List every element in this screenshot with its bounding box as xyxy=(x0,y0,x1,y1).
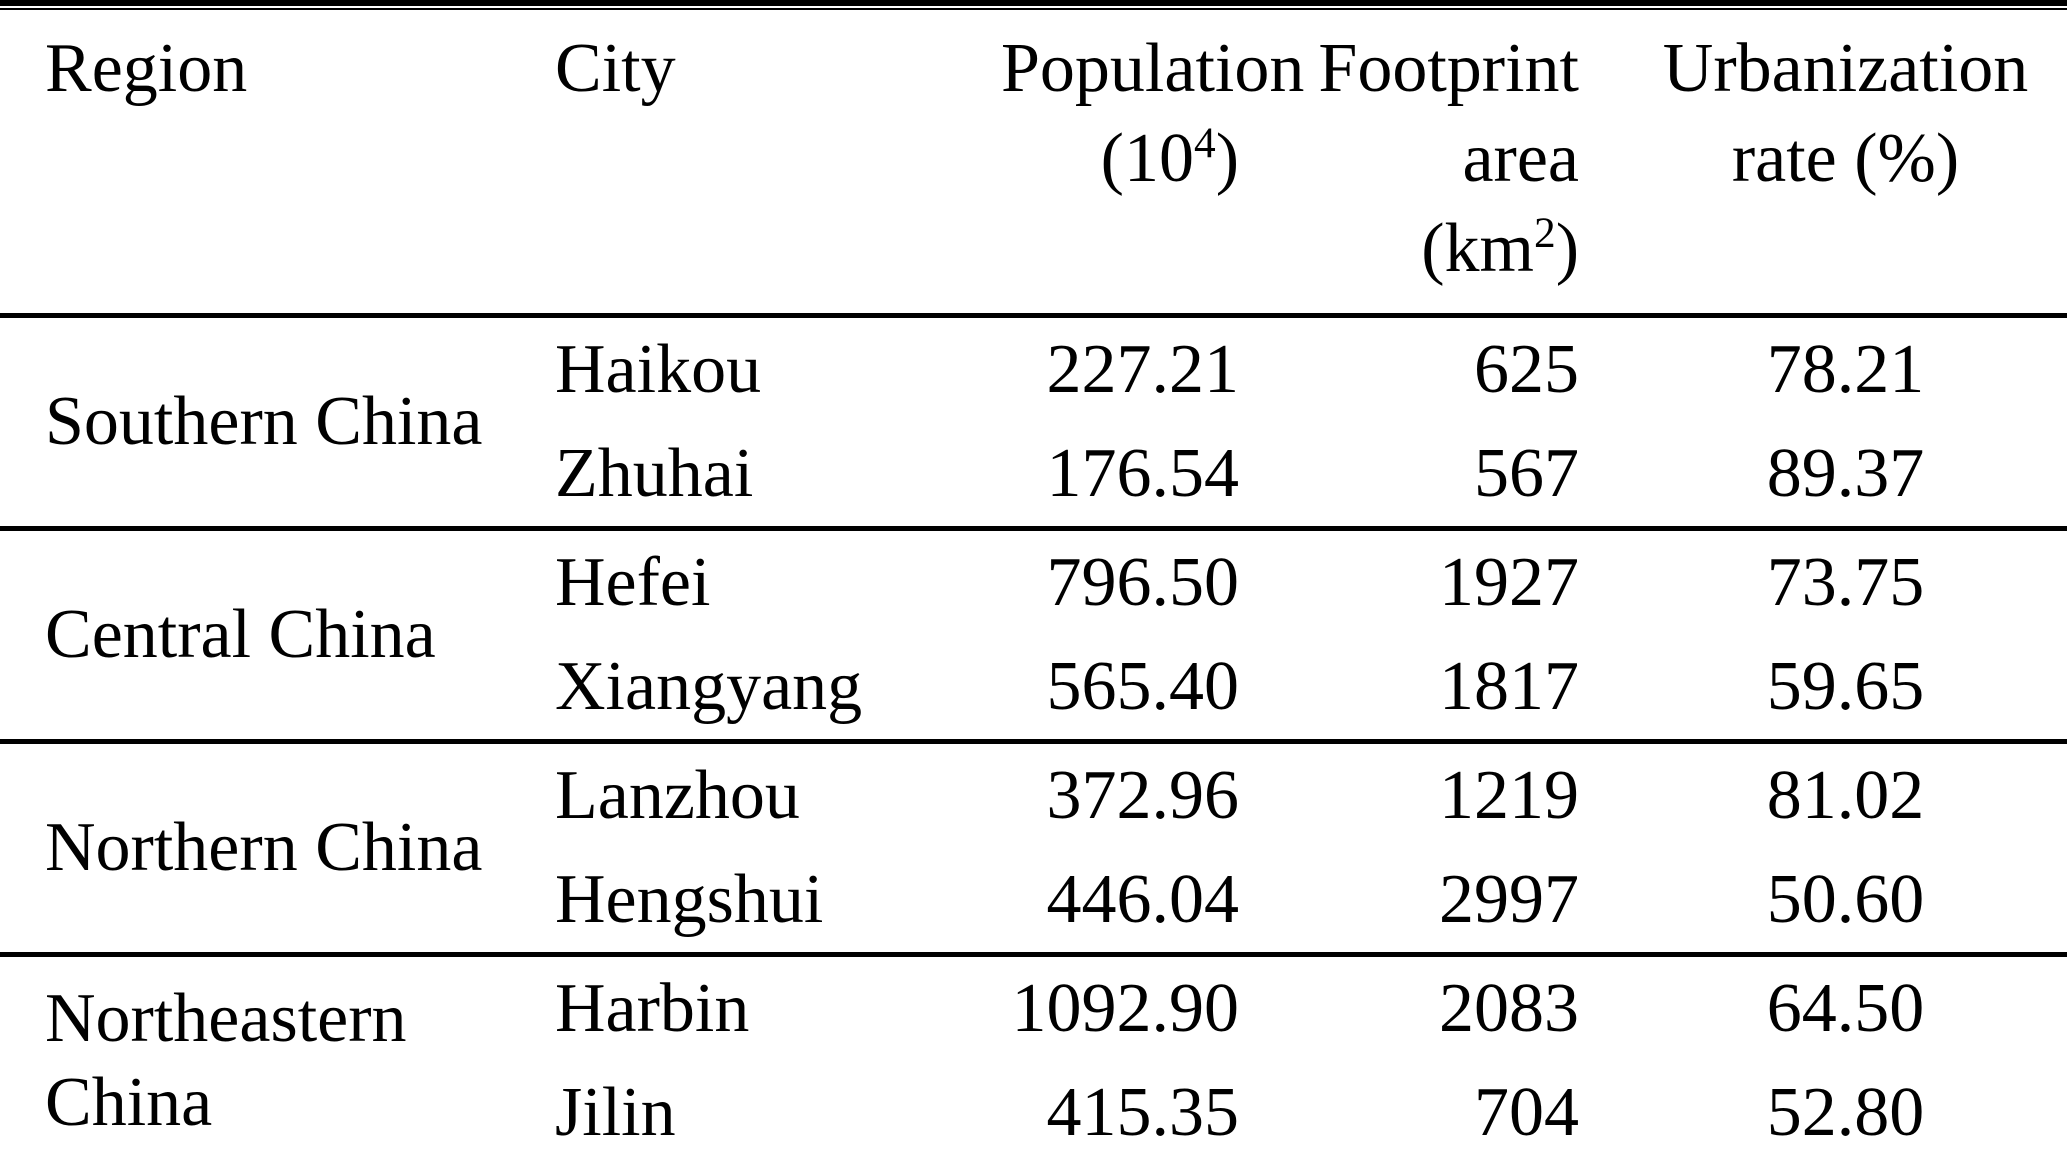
header-population-unit: (104) xyxy=(1001,114,1239,204)
population-cell: 796.50 xyxy=(1000,526,1245,635)
city-cell: Lanzhou xyxy=(510,739,1000,848)
urbanization-cell: 89.37 xyxy=(1766,435,1925,512)
table-row: Central China Hefei 796.50 1927 73.75 xyxy=(0,526,2067,742)
footprint-unit-open: (km xyxy=(1421,210,1534,287)
region-cell: Southern China xyxy=(45,383,483,460)
population-cell: 565.40 xyxy=(1046,648,1240,725)
footprint-unit-superscript: 2 xyxy=(1533,209,1556,258)
table-row: Northeastern China Harbin 1092.90 2083 6… xyxy=(0,952,2067,1152)
header-footprint-label: Footprint xyxy=(1318,30,1579,107)
city-cell: Zhuhai xyxy=(555,435,754,512)
header-region-label: Region xyxy=(45,30,248,107)
city-cell: Jilin xyxy=(555,1074,676,1151)
header-footprint-label2: area xyxy=(1462,120,1579,197)
table-row: Southern China Haikou 227.21 625 78.21 xyxy=(0,316,2067,460)
city-cell: Hefei xyxy=(510,526,1000,635)
header-city-label: City xyxy=(555,30,676,107)
footprint-cell: 2997 xyxy=(1439,861,1579,938)
header-urbanization-label: Urbanization xyxy=(1662,30,2029,107)
header-footprint-unit: (km2) xyxy=(1246,204,1579,294)
population-cell: 372.96 xyxy=(1000,739,1245,848)
footprint-unit-close: ) xyxy=(1555,210,1579,287)
footprint-cell: 625 xyxy=(1474,331,1579,408)
top-rule-thin xyxy=(0,8,2067,10)
footprint-cell: 2083 xyxy=(1245,952,1585,1061)
region-group-central-china: Central China Hefei 796.50 1927 73.75 Xi… xyxy=(0,526,2067,742)
header-footprint: Footprint area (km2) xyxy=(1245,10,1585,318)
header-population-label: Population xyxy=(1001,30,1305,107)
urbanization-cell: 52.80 xyxy=(1766,1074,1925,1151)
urbanization-cell: 50.60 xyxy=(1766,861,1925,938)
table-row: Jilin 415.35 704 52.80 xyxy=(0,1061,2067,1152)
region-group-southern-china: Southern China Haikou 227.21 625 78.21 Z… xyxy=(0,316,2067,529)
footprint-cell: 567 xyxy=(1474,435,1579,512)
urbanization-cell: 64.50 xyxy=(1585,952,2067,1061)
urbanization-cell: 78.21 xyxy=(1766,331,1925,408)
header-urbanization-label2: rate (%) xyxy=(1731,120,1960,197)
region-cell: Northeastern China xyxy=(0,952,510,1152)
city-cell: Haikou xyxy=(555,331,762,408)
top-rule-gap xyxy=(0,6,2067,8)
region-cell: Northern China xyxy=(0,739,510,955)
table-row: Zhuhai 176.54 567 89.37 xyxy=(0,422,2067,529)
cities-table: Region City Population (104) Footprint a… xyxy=(0,10,2067,1152)
population-unit-open: (10 xyxy=(1100,120,1194,197)
header-region: Region xyxy=(0,10,510,318)
footprint-cell: 704 xyxy=(1474,1074,1579,1151)
population-cell: 1092.90 xyxy=(1000,952,1245,1061)
table-row: Northern China Lanzhou 372.96 1219 81.02 xyxy=(0,739,2067,955)
table-row: Xiangyang 565.40 1817 59.65 xyxy=(0,635,2067,742)
population-cell: 446.04 xyxy=(1046,861,1240,938)
region-group-northeastern-china: Northeastern China Harbin 1092.90 2083 6… xyxy=(0,952,2067,1152)
footprint-cell: 1817 xyxy=(1439,648,1579,725)
population-unit-close: ) xyxy=(1215,120,1239,197)
population-cell: 415.35 xyxy=(1046,1074,1240,1151)
urbanization-cell: 59.65 xyxy=(1766,648,1925,725)
urbanization-cell: 81.02 xyxy=(1585,739,2067,848)
table-header: Region City Population (104) Footprint a… xyxy=(0,10,2067,318)
footprint-cell: 1927 xyxy=(1245,526,1585,635)
population-unit-superscript: 4 xyxy=(1193,119,1216,168)
top-rule-thick xyxy=(0,0,2067,6)
urbanization-cell: 73.75 xyxy=(1585,526,2067,635)
city-cell: Hengshui xyxy=(555,861,824,938)
header-population: Population (104) xyxy=(1000,10,1305,318)
header-city: City xyxy=(510,10,1000,318)
region-group-northern-china: Northern China Lanzhou 372.96 1219 81.02… xyxy=(0,739,2067,955)
population-cell: 176.54 xyxy=(1046,435,1240,512)
header-urbanization: Urbanization rate (%) xyxy=(1585,10,2067,318)
footprint-cell: 1219 xyxy=(1245,739,1585,848)
city-cell: Xiangyang xyxy=(555,648,863,725)
population-cell: 227.21 xyxy=(1046,331,1240,408)
region-cell: Central China xyxy=(0,526,510,742)
table-row: Hengshui 446.04 2997 50.60 xyxy=(0,848,2067,955)
city-cell: Harbin xyxy=(510,952,1000,1061)
